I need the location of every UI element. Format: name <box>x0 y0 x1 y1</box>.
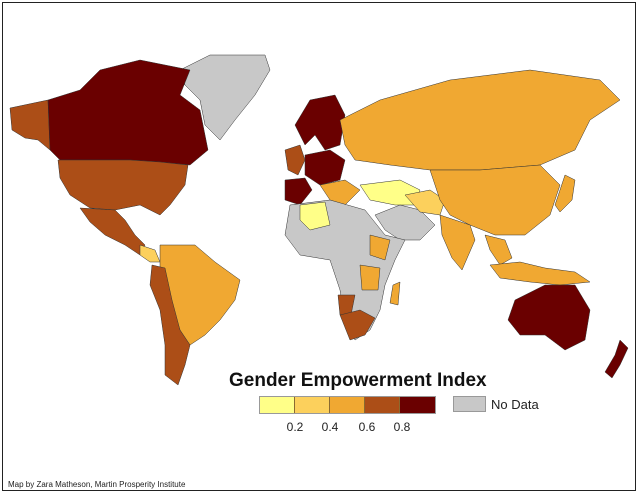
region-band-5 <box>304 149 346 186</box>
legend-no-data-swatch <box>453 396 486 412</box>
region-band-3 <box>339 69 621 171</box>
legend-swatch-2 <box>295 397 330 413</box>
region-band-3 <box>554 174 576 213</box>
region-band-2 <box>404 189 446 216</box>
region-band-4 <box>149 264 191 386</box>
region-band-3 <box>484 234 513 266</box>
legend-color-scale <box>259 396 436 414</box>
region-band-5 <box>604 339 629 379</box>
region-band-4 <box>284 144 306 176</box>
legend-title: Gender Empowerment Index <box>229 370 487 391</box>
region-band-5 <box>294 94 346 151</box>
legend-tick: 0.6 <box>358 420 376 434</box>
region-band-3 <box>429 164 561 236</box>
region-band-5 <box>284 177 313 206</box>
region-band-3 <box>369 234 391 261</box>
region-no-data <box>284 199 406 341</box>
region-band-3 <box>389 281 401 306</box>
legend-tick: 0.2 <box>286 420 304 434</box>
legend-tick: 0.4 <box>321 420 339 434</box>
map-frame <box>2 2 636 491</box>
region-band-3 <box>439 214 476 271</box>
legend-swatch-1 <box>260 397 295 413</box>
legend-no-data-label: No Data <box>491 397 539 412</box>
region-no-data <box>374 204 436 241</box>
legend-swatch-5 <box>400 397 435 413</box>
region-no-data <box>179 54 271 141</box>
region-band-3 <box>319 179 361 206</box>
legend-swatch-4 <box>365 397 400 413</box>
region-band-3 <box>489 261 591 286</box>
legend-tick: 0.8 <box>393 420 411 434</box>
region-band-1 <box>299 201 331 231</box>
region-band-3 <box>359 264 381 291</box>
region-band-4 <box>79 207 146 256</box>
region-band-5 <box>507 284 591 351</box>
region-band-5 <box>47 59 209 166</box>
legend-swatch-3 <box>330 397 365 413</box>
region-band-4 <box>9 99 51 151</box>
region-band-2 <box>139 244 161 263</box>
region-band-4 <box>57 159 189 216</box>
region-band-4 <box>339 309 376 341</box>
map-credit: Map by Zara Matheson, Martin Prosperity … <box>8 480 186 489</box>
